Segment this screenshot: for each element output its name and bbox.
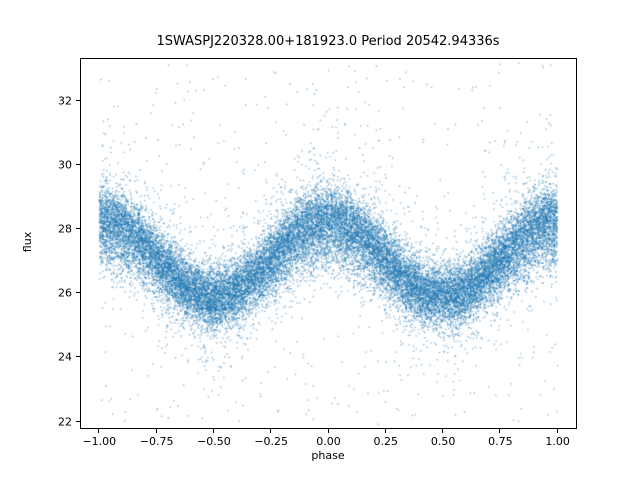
x-tick-mark [270, 429, 272, 433]
y-tick-label: 26 [58, 286, 72, 300]
y-tick-label: 32 [58, 94, 72, 108]
y-tick-mark [76, 163, 80, 165]
x-tick-mark [384, 429, 386, 433]
x-tick-label: −0.25 [254, 435, 289, 448]
x-tick-mark [499, 429, 501, 433]
x-tick-label: 0.75 [488, 435, 513, 448]
y-axis-label: flux [21, 231, 34, 253]
y-tick-mark [76, 420, 80, 422]
y-tick-label: 30 [58, 158, 72, 172]
y-tick-mark [76, 228, 80, 230]
y-tick-label: 24 [58, 350, 72, 364]
y-tick-mark [76, 356, 80, 358]
x-tick-label: −0.50 [197, 435, 231, 448]
x-tick-label: −0.75 [139, 435, 174, 448]
x-tick-mark [327, 429, 329, 433]
x-tick-mark [212, 429, 214, 433]
y-tick-label: 22 [58, 415, 72, 429]
x-tick-mark [442, 429, 444, 433]
plot-area [80, 58, 577, 429]
x-axis-label: phase [311, 449, 345, 462]
x-tick-mark [556, 429, 558, 433]
chart-title: 1SWASPJ220328.00+181923.0 Period 20542.9… [156, 34, 500, 49]
y-tick-label: 28 [58, 222, 72, 236]
x-tick-label: 0.00 [316, 435, 341, 448]
x-tick-mark [155, 429, 157, 433]
x-tick-label: −1.00 [82, 435, 117, 448]
x-tick-label: 1.00 [545, 435, 570, 448]
x-tick-mark [98, 429, 100, 433]
scatter-points [81, 59, 576, 428]
y-tick-mark [76, 292, 80, 294]
x-tick-label: 0.50 [430, 435, 456, 448]
x-tick-label: 0.25 [373, 435, 399, 448]
y-tick-mark [76, 99, 80, 101]
